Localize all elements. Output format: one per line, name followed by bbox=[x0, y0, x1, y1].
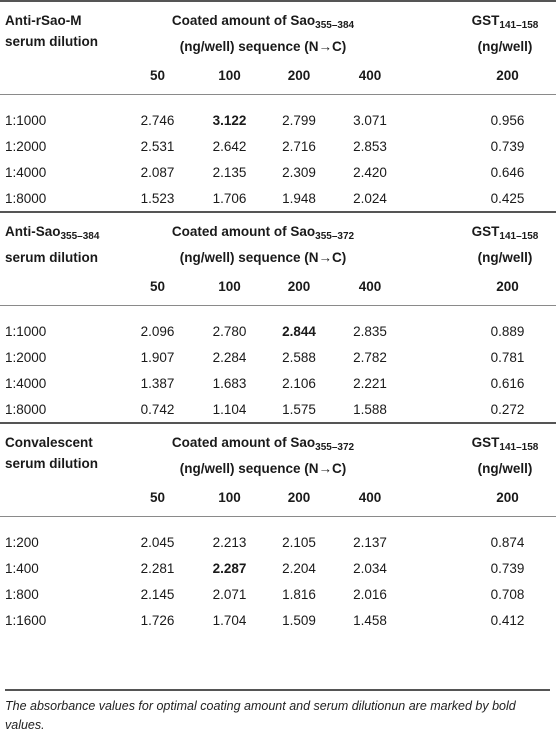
table-footnote: The absorbance values for optimal coatin… bbox=[5, 689, 550, 735]
table-row: 1:1000 2.746 3.122 2.799 3.071 0.956 bbox=[5, 112, 525, 128]
dilution-header: Anti-rSao-M serum dilution bbox=[0, 0, 120, 57]
table-row: 1:2000 1.907 2.284 2.588 2.782 0.781 bbox=[5, 349, 525, 365]
section-1-header: Anti-rSao-M serum dilution Coated amount… bbox=[0, 0, 556, 57]
col-400: 400 bbox=[334, 268, 406, 306]
gst-header: GST141–158 (ng/well) bbox=[459, 0, 556, 57]
table-row: 1:1000 2.096 2.780 2.844 2.835 0.889 bbox=[5, 323, 525, 339]
col-100: 100 bbox=[195, 268, 264, 306]
col-50: 50 bbox=[120, 479, 195, 517]
table-row: 1:1600 1.726 1.704 1.509 1.458 0.412 bbox=[5, 612, 525, 628]
col-50: 50 bbox=[120, 268, 195, 306]
col-gst-200: 200 bbox=[459, 479, 556, 517]
table-row: 1:8000 1.523 1.706 1.948 2.024 0.425 bbox=[5, 190, 525, 206]
dilution-header: Convalescent serum dilution bbox=[0, 422, 120, 479]
section-1-subheader: 50 100 200 400 200 bbox=[0, 57, 556, 95]
col-400: 400 bbox=[334, 479, 406, 517]
gst-header: GST141–158 (ng/well) bbox=[459, 422, 556, 479]
table-row: 1:400 2.281 2.287 2.204 2.034 0.739 bbox=[5, 560, 525, 576]
coated-amount-header: Coated amount of Sao355–384 (ng/well) se… bbox=[120, 0, 406, 57]
table-row: 1:2000 2.531 2.642 2.716 2.853 0.739 bbox=[5, 138, 525, 154]
gst-header: GST141–158 (ng/well) bbox=[459, 211, 556, 268]
col-200: 200 bbox=[264, 479, 334, 517]
col-gst-200: 200 bbox=[459, 57, 556, 95]
col-gst-200: 200 bbox=[459, 268, 556, 306]
col-200: 200 bbox=[264, 268, 334, 306]
section-3-header: Convalescent serum dilution Coated amoun… bbox=[0, 422, 556, 479]
col-50: 50 bbox=[120, 57, 195, 95]
table-row: 1:800 2.145 2.071 1.816 2.016 0.708 bbox=[5, 586, 525, 602]
coated-amount-header: Coated amount of Sao355–372 (ng/well) se… bbox=[120, 422, 406, 479]
col-200: 200 bbox=[264, 57, 334, 95]
absorbance-table: Anti-rSao-M serum dilution Coated amount… bbox=[0, 0, 556, 628]
col-100: 100 bbox=[195, 479, 264, 517]
section-3-subheader: 50 100 200 400 200 bbox=[0, 479, 556, 517]
coated-amount-header: Coated amount of Sao355–372 (ng/well) se… bbox=[120, 211, 406, 268]
table-row: 1:4000 2.087 2.135 2.309 2.420 0.646 bbox=[5, 164, 525, 180]
table-row: 1:8000 0.742 1.104 1.575 1.588 0.272 bbox=[5, 401, 525, 417]
col-400: 400 bbox=[334, 57, 406, 95]
col-100: 100 bbox=[195, 57, 264, 95]
table-row: 1:4000 1.387 1.683 2.106 2.221 0.616 bbox=[5, 375, 525, 391]
section-2-header: Anti-Sao355–384 serum dilution Coated am… bbox=[0, 211, 556, 268]
table-row: 1:200 2.045 2.213 2.105 2.137 0.874 bbox=[5, 534, 525, 550]
dilution-header: Anti-Sao355–384 serum dilution bbox=[0, 211, 120, 268]
section-2-subheader: 50 100 200 400 200 bbox=[0, 268, 556, 306]
